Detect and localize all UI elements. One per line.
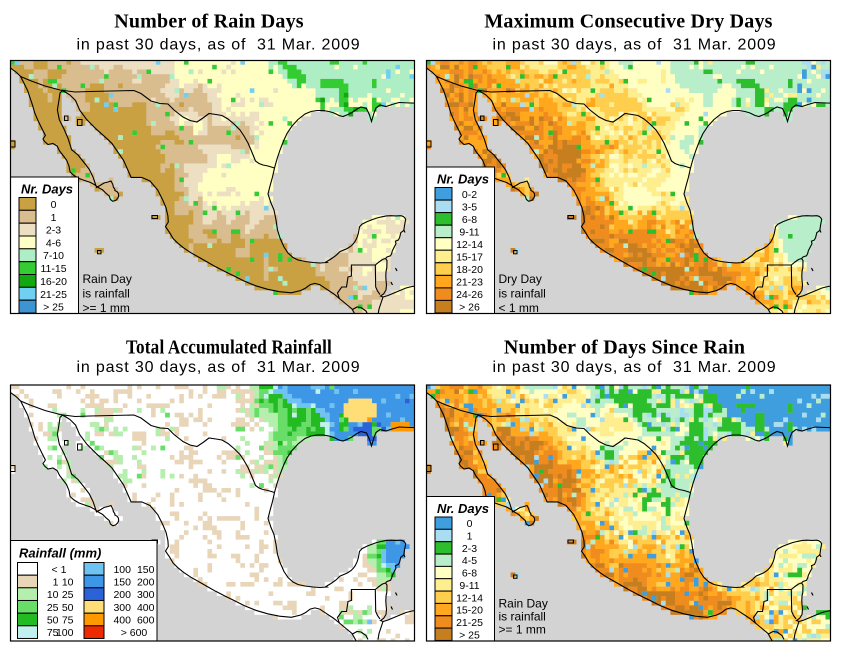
svg-text:> 25: > 25 [43,302,64,314]
svg-text:0: 0 [467,518,473,530]
svg-text:4-5: 4-5 [462,555,477,567]
svg-text:600: 600 [137,615,155,627]
svg-text:150: 150 [113,577,131,589]
svg-text:Rainfall (mm): Rainfall (mm) [19,546,101,561]
svg-text:12-14: 12-14 [456,239,483,251]
svg-text:3-5: 3-5 [462,201,477,213]
svg-text:50: 50 [47,615,59,627]
svg-text:24-26: 24-26 [456,289,483,301]
svg-text:Number of Rain Days: Number of Rain Days [114,11,304,33]
svg-text:15-17: 15-17 [456,252,483,264]
svg-text:10: 10 [47,589,59,601]
svg-text:>= 1 mm: >= 1 mm [499,623,546,637]
svg-text:200: 200 [137,577,155,589]
svg-text:Nr. Days: Nr. Days [21,182,73,197]
svg-text:75: 75 [47,627,59,639]
svg-text:300: 300 [113,602,131,614]
svg-text:> 600: > 600 [121,627,148,639]
svg-text:2-3: 2-3 [46,225,61,237]
svg-text:Rain Day: Rain Day [83,272,132,286]
svg-text:9-11: 9-11 [459,226,479,238]
svg-text:400: 400 [113,615,131,627]
svg-text:400: 400 [137,602,155,614]
svg-text:Nr. Days: Nr. Days [437,501,489,516]
svg-text:is rainfall: is rainfall [83,287,130,301]
svg-text:Nr. Days: Nr. Days [437,172,489,187]
svg-text:0: 0 [51,199,57,211]
svg-text:75: 75 [62,615,74,627]
svg-text:150: 150 [137,564,155,576]
svg-text:18-20: 18-20 [456,264,483,276]
svg-text:Rain Day: Rain Day [499,597,548,611]
svg-text:1: 1 [51,212,57,224]
svg-text:Maximum Consecutive Dry Days: Maximum Consecutive Dry Days [484,11,772,33]
svg-text:300: 300 [137,589,155,601]
svg-text:is rainfall: is rainfall [499,287,546,301]
svg-text:in past 30 days, as of 31 Mar: in past 30 days, as of 31 Mar. 2009 [492,359,776,376]
svg-text:200: 200 [113,589,131,601]
svg-text:Total Accumulated Rainfall: Total Accumulated Rainfall [126,337,332,359]
svg-text:50: 50 [62,602,74,614]
svg-text:21-25: 21-25 [40,289,67,301]
svg-text:0-2: 0-2 [462,189,477,201]
svg-text:15-20: 15-20 [456,605,483,617]
svg-text:7-10: 7-10 [43,250,64,262]
svg-text:> 25: > 25 [459,629,480,641]
svg-text:in past 30 days, as of 31 Mar: in past 30 days, as of 31 Mar. 2009 [492,37,776,54]
svg-text:6-8: 6-8 [462,568,477,580]
svg-text:10: 10 [62,577,74,589]
svg-text:in past 30 days, as of 31 Mar: in past 30 days, as of 31 Mar. 2009 [76,37,360,54]
svg-text:100: 100 [113,564,131,576]
svg-text:< 1: < 1 [52,564,67,576]
svg-text:Dry Day: Dry Day [499,272,542,286]
svg-text:is rainfall: is rainfall [499,610,546,624]
svg-text:25: 25 [47,602,59,614]
svg-text:2-3: 2-3 [462,543,477,555]
svg-text:11-15: 11-15 [40,263,66,275]
svg-text:16-20: 16-20 [40,276,67,288]
svg-text:21-25: 21-25 [456,617,483,629]
svg-text:Number of Days Since Rain: Number of Days Since Rain [504,337,745,359]
svg-text:25: 25 [62,589,74,601]
svg-text:> 26: > 26 [459,302,480,314]
svg-text:12-14: 12-14 [456,592,483,604]
svg-text:21-23: 21-23 [456,277,483,289]
svg-text:4-6: 4-6 [46,237,61,249]
svg-text:100: 100 [56,627,74,639]
svg-text:>= 1 mm: >= 1 mm [83,301,130,315]
svg-text:9-11: 9-11 [459,580,479,592]
svg-text:< 1 mm: < 1 mm [499,301,539,315]
svg-text:in past 30 days, as of 31 Mar: in past 30 days, as of 31 Mar. 2009 [76,359,360,376]
svg-text:1: 1 [53,577,59,589]
svg-text:6-8: 6-8 [462,214,477,226]
svg-text:1: 1 [467,531,473,543]
